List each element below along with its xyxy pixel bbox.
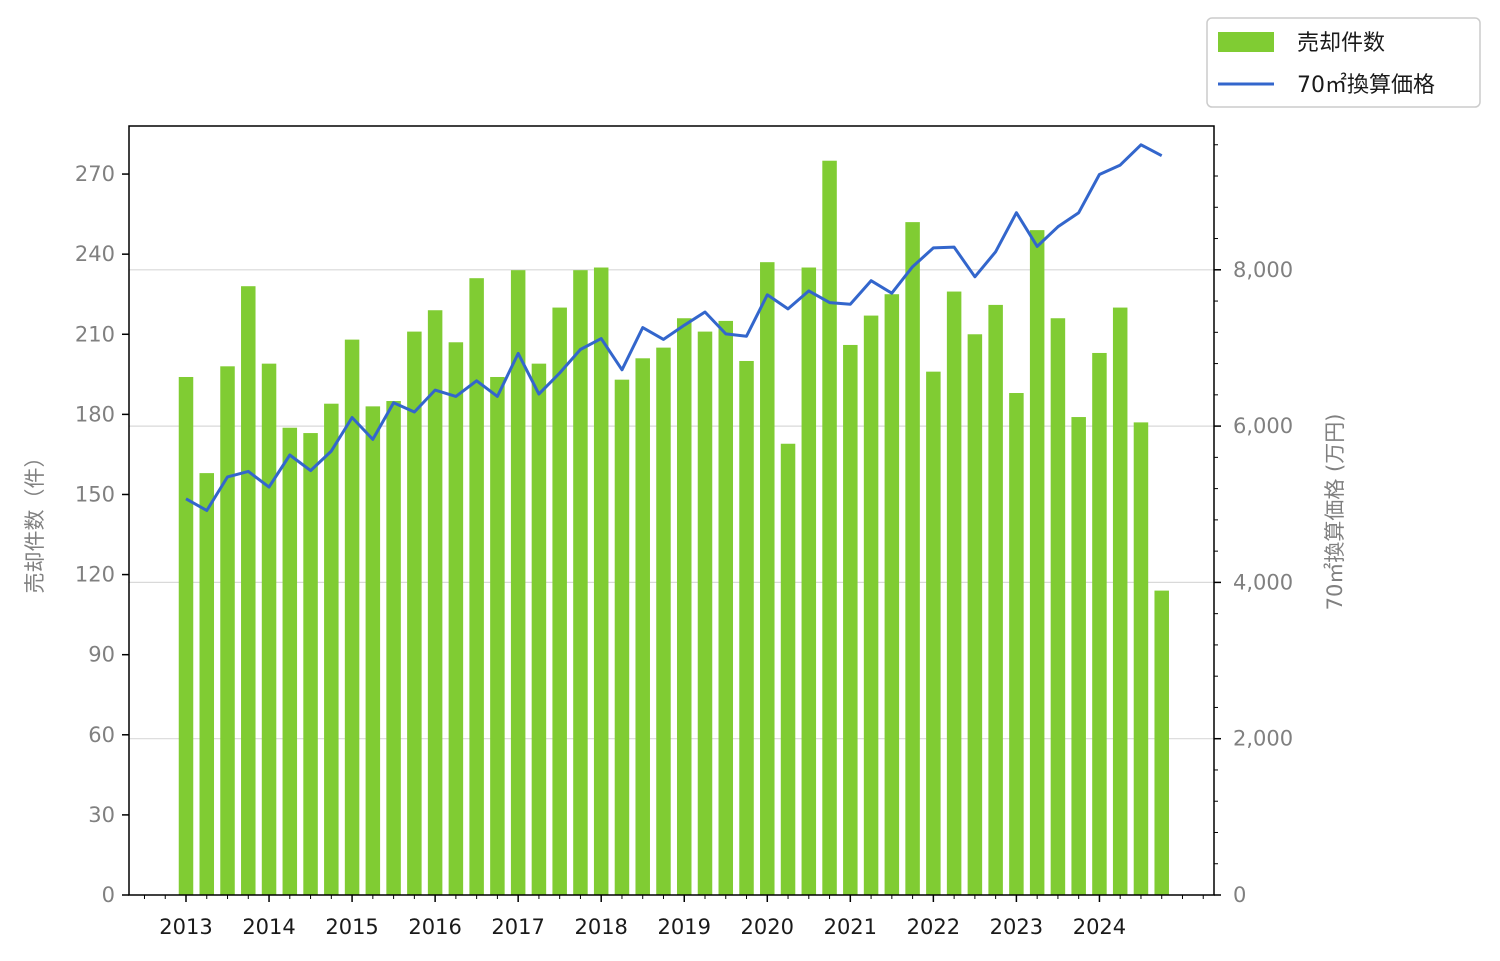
left-axis-title: 売却件数（件） (23, 447, 47, 594)
left-tick-label: 240 (75, 242, 115, 266)
bar (946, 291, 962, 896)
left-axis: 0 30 60 90 120 150 180 210 240 270 (75, 162, 129, 907)
bar (199, 473, 215, 895)
bar (863, 315, 879, 896)
bar (967, 334, 983, 895)
left-tick-label: 270 (75, 162, 115, 186)
x-tick-label: 2013 (159, 915, 212, 939)
legend-frame (1206, 17, 1481, 108)
bar (676, 318, 692, 895)
bar (448, 342, 464, 895)
left-tick-label: 30 (88, 803, 115, 827)
bar (261, 363, 277, 896)
left-tick-label: 180 (75, 402, 115, 426)
bar (1112, 307, 1128, 895)
legend-label-bars: 売却件数 (1297, 31, 1385, 56)
bar (1092, 352, 1107, 895)
left-tick-label: 120 (75, 563, 115, 587)
left-tick-label: 90 (88, 643, 115, 667)
bar (386, 401, 401, 895)
bar (1050, 318, 1066, 895)
bar (220, 366, 235, 895)
bar (324, 403, 339, 895)
x-axis: 2013 2014 2015 2016 2017 2018 2019 2020 2021 2022… (143, 895, 1204, 939)
right-tick-label: 2,000 (1233, 727, 1293, 751)
right-tick-label: 4,000 (1233, 570, 1293, 594)
bar (1154, 590, 1169, 895)
bar (1009, 393, 1024, 895)
bar (884, 294, 900, 895)
legend-label-line: 70㎡換算価格 (1297, 72, 1435, 98)
bar (718, 320, 734, 895)
bar (510, 270, 526, 895)
right-axis-title: 70㎡換算価格 (万円) (1323, 414, 1347, 611)
bar (490, 376, 505, 895)
left-tick-label: 210 (75, 322, 115, 346)
bar (614, 379, 630, 895)
bar (656, 347, 671, 895)
x-tick-label: 2014 (242, 915, 295, 939)
bar (427, 310, 443, 895)
x-tick-label: 2022 (907, 915, 960, 939)
bar (469, 278, 484, 896)
x-tick-label: 2016 (408, 915, 461, 939)
bar (531, 363, 547, 896)
bar (344, 339, 360, 896)
x-tick-label: 2017 (491, 915, 544, 939)
left-tick-label: 60 (88, 723, 115, 747)
bar (988, 304, 1003, 895)
left-tick-label: 0 (102, 883, 115, 907)
bar (739, 360, 754, 895)
right-axis: 0 2,000 4,000 6,000 8,000 (1214, 144, 1293, 907)
bar (905, 222, 920, 895)
x-tick-label: 2024 (1073, 915, 1126, 939)
x-tick-label: 2019 (658, 915, 711, 939)
left-tick-label: 150 (75, 482, 115, 506)
x-tick-label: 2015 (325, 915, 378, 939)
bar-series (178, 160, 1169, 896)
bar (635, 358, 650, 895)
bar (593, 267, 609, 896)
right-tick-label: 6,000 (1233, 414, 1293, 438)
x-tick-label: 2020 (741, 915, 794, 939)
bar (552, 307, 567, 895)
bar (843, 344, 858, 895)
right-tick-label: 8,000 (1233, 258, 1293, 282)
bar (241, 286, 256, 895)
bar (303, 433, 318, 895)
bar (178, 376, 194, 895)
bar (801, 267, 817, 896)
legend-swatch-bars (1218, 32, 1274, 52)
bar (926, 371, 941, 895)
bar (282, 427, 298, 895)
bar (822, 160, 837, 896)
bar (1071, 417, 1086, 895)
bar (407, 331, 422, 895)
line-series (185, 143, 1163, 512)
legend: 売却件数 70㎡換算価格 (1206, 17, 1481, 108)
bar (1133, 422, 1149, 895)
bar (1029, 230, 1045, 895)
x-tick-label: 2023 (990, 915, 1043, 939)
bar (573, 270, 588, 895)
right-tick-label: 0 (1233, 883, 1246, 907)
bar (780, 443, 796, 895)
x-tick-label: 2018 (574, 915, 627, 939)
bar (697, 331, 713, 895)
plot-frame (128, 125, 1215, 896)
price-line (185, 143, 1163, 512)
bar (760, 262, 775, 895)
x-tick-label: 2021 (824, 915, 877, 939)
bar (365, 406, 381, 895)
